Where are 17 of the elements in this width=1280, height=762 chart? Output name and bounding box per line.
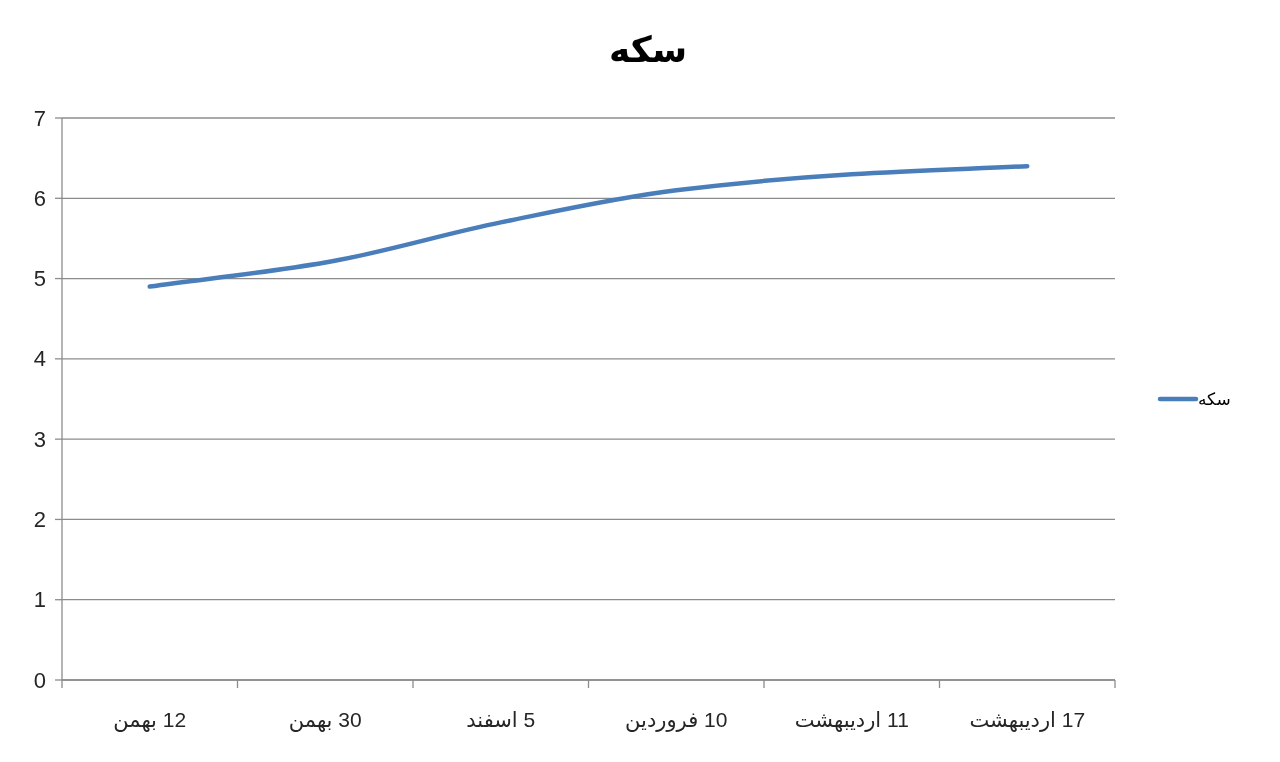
x-tick-label: 5 اسفند bbox=[466, 708, 536, 731]
y-tick-label: 0 bbox=[33, 667, 46, 693]
x-tick-label: 12 بهمن bbox=[113, 708, 187, 732]
y-tick-label: 4 bbox=[33, 346, 46, 372]
legend-label: سکه bbox=[1198, 389, 1231, 409]
x-tick-label: 10 فروردین bbox=[625, 708, 728, 732]
line-series bbox=[147, 163, 1030, 289]
y-tick-label: 6 bbox=[33, 185, 46, 211]
y-tick-label: 3 bbox=[33, 426, 46, 452]
y-tick-label: 1 bbox=[33, 587, 46, 613]
y-tick-label: 5 bbox=[33, 266, 46, 292]
chart-title: سکه bbox=[608, 29, 688, 70]
x-tick-label: 11 اردیبهشت bbox=[794, 708, 909, 732]
y-tick-label: 7 bbox=[33, 105, 46, 131]
y-tick-label: 2 bbox=[33, 506, 46, 532]
x-tick-label: 30 بهمن bbox=[288, 708, 362, 732]
x-tick-label: 17 اردیبهشت bbox=[969, 708, 1086, 732]
